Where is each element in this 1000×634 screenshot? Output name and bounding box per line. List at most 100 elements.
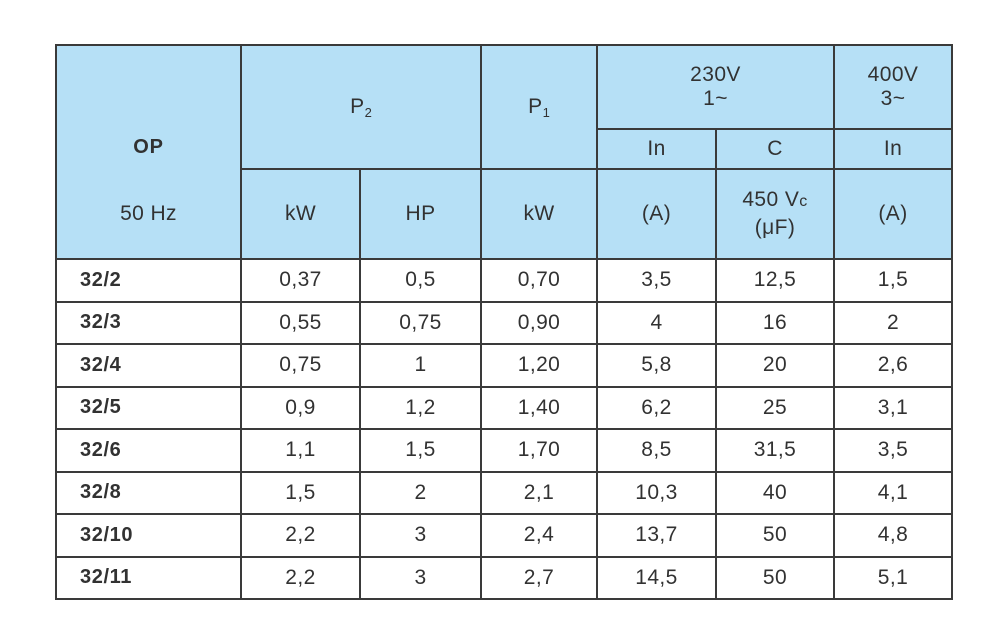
in230-amp-unit: (A)	[641, 202, 672, 225]
cell-capacitor: 50	[715, 513, 835, 558]
cell-model: 32/8	[55, 470, 242, 515]
motor-spec-table: OP 50 Hz P2 P1 230V 1~ 400V 3~ In	[55, 44, 953, 600]
cell-in-230: 5,8	[596, 343, 717, 388]
cell-in-400: 3,1	[833, 385, 953, 430]
cell-in-230: 3,5	[596, 258, 717, 303]
cell-in-400: 5,1	[833, 555, 953, 600]
cell-capacitor: 31,5	[715, 428, 835, 473]
cell-capacitor: 16	[715, 300, 835, 345]
header-row-units: kW HP kW (A) 450 Vc (μF) (A)	[56, 168, 953, 260]
table-row: 32/4 0,75 1 1,20 5,8 20 2,6	[55, 343, 953, 388]
cell-in-230: 14,5	[596, 555, 717, 600]
table-row: 32/2 0,37 0,5 0,70 3,5 12,5 1,5	[55, 258, 953, 303]
cell-p2-kw: 1,1	[240, 428, 361, 473]
cell-p1-kw: 1,40	[480, 385, 598, 430]
cell-p1-kw: 2,4	[480, 513, 598, 558]
header-cell-400v-group: 400V 3~	[833, 44, 953, 130]
p2-label: P2	[350, 94, 372, 120]
header-row-sublabels: In C In	[56, 128, 953, 170]
phase-3-label: 3~	[880, 87, 906, 110]
cell-p1-kw: 1,20	[480, 343, 598, 388]
cell-p2-hp: 1,5	[359, 428, 482, 473]
cell-p2-hp: 2	[359, 470, 482, 515]
header-cell-p2-kw-unit: kW	[240, 168, 361, 260]
cell-p2-hp: 1	[359, 343, 482, 388]
cell-capacitor: 40	[715, 470, 835, 515]
in-400-label: In	[883, 137, 903, 160]
capacitor-uf-unit: (μF)	[754, 216, 796, 239]
table-row: 32/6 1,1 1,5 1,70 8,5 31,5 3,5	[55, 428, 953, 473]
cell-model: 32/11	[55, 555, 242, 600]
table-row: 32/3 0,55 0,75 0,90 4 16 2	[55, 300, 953, 345]
frequency-label: 50 Hz	[120, 202, 177, 225]
voltage-400-label: 400V	[867, 63, 919, 86]
cell-p2-hp: 0,75	[359, 300, 482, 345]
header-cell-p1-kw-unit: kW	[480, 168, 598, 260]
cell-model: 32/10	[55, 513, 242, 558]
cell-p2-hp: 3	[359, 513, 482, 558]
cell-p2-hp: 0,5	[359, 258, 482, 303]
cell-p2-kw: 1,5	[240, 470, 361, 515]
cell-model: 32/4	[55, 343, 242, 388]
header-cell-p1: P1	[480, 44, 598, 170]
in-230-label: In	[647, 137, 666, 160]
cell-p2-hp: 1,2	[359, 385, 482, 430]
cell-in-230: 10,3	[596, 470, 717, 515]
cell-p2-kw: 0,55	[240, 300, 361, 345]
cell-p1-kw: 0,70	[480, 258, 598, 303]
header-row-groups: OP 50 Hz P2 P1 230V 1~ 400V 3~	[55, 44, 953, 260]
cell-in-400: 3,5	[833, 428, 953, 473]
phase-1-label: 1~	[703, 87, 728, 110]
cell-in-400: 2	[833, 300, 953, 345]
cell-p1-kw: 2,1	[480, 470, 598, 515]
header-cell-c-230: C	[715, 128, 835, 170]
header-cell-p2: P2	[240, 44, 482, 170]
table-row: 32/8 1,5 2 2,1 10,3 40 4,1	[55, 470, 953, 515]
cell-capacitor: 12,5	[715, 258, 835, 303]
op-label: OP	[133, 136, 164, 158]
header-cell-230v-group: 230V 1~	[596, 44, 835, 130]
in400-amp-unit: (A)	[878, 202, 908, 225]
cell-in-230: 4	[596, 300, 717, 345]
cell-model: 32/5	[55, 385, 242, 430]
table-row: 32/5 0,9 1,2 1,40 6,2 25 3,1	[55, 385, 953, 430]
spec-table-container: OP 50 Hz P2 P1 230V 1~ 400V 3~ In	[55, 44, 953, 600]
cell-in-400: 2,6	[833, 343, 953, 388]
cell-capacitor: 25	[715, 385, 835, 430]
table-row: 32/11 2,2 3 2,7 14,5 50 5,1	[55, 555, 953, 600]
header-cell-op-50hz: OP 50 Hz	[55, 44, 242, 260]
cell-p2-kw: 0,75	[240, 343, 361, 388]
p2-hp-unit: HP	[405, 202, 436, 225]
header-cell-in400-unit: (A)	[833, 168, 953, 260]
cell-in-400: 4,8	[833, 513, 953, 558]
cell-in-230: 13,7	[596, 513, 717, 558]
voltage-230-label: 230V	[690, 63, 741, 86]
header-cell-in-230: In	[596, 128, 717, 170]
cell-p2-kw: 2,2	[240, 513, 361, 558]
cell-model: 32/2	[55, 258, 242, 303]
cell-in-230: 8,5	[596, 428, 717, 473]
cell-p1-kw: 2,7	[480, 555, 598, 600]
p1-kw-unit: kW	[523, 202, 555, 225]
cell-in-230: 6,2	[596, 385, 717, 430]
capacitor-label: C	[767, 137, 783, 160]
cell-model: 32/3	[55, 300, 242, 345]
cell-p1-kw: 0,90	[480, 300, 598, 345]
cell-capacitor: 20	[715, 343, 835, 388]
cell-p2-kw: 0,9	[240, 385, 361, 430]
p2-kw-unit: kW	[284, 202, 317, 225]
table-row: 32/10 2,2 3 2,4 13,7 50 4,8	[55, 513, 953, 558]
cell-model: 32/6	[55, 428, 242, 473]
header-cell-in-400: In	[833, 128, 953, 170]
capacitor-voltage-label: 450 Vc	[742, 188, 808, 211]
cell-in-400: 1,5	[833, 258, 953, 303]
header-cell-in230-unit: (A)	[596, 168, 717, 260]
p1-label: P1	[528, 94, 550, 120]
cell-p1-kw: 1,70	[480, 428, 598, 473]
cell-p2-kw: 0,37	[240, 258, 361, 303]
cell-p2-hp: 3	[359, 555, 482, 600]
cell-capacitor: 50	[715, 555, 835, 600]
header-cell-p2-hp-unit: HP	[359, 168, 482, 260]
cell-in-400: 4,1	[833, 470, 953, 515]
header-cell-capacitor-unit: 450 Vc (μF)	[715, 168, 835, 260]
